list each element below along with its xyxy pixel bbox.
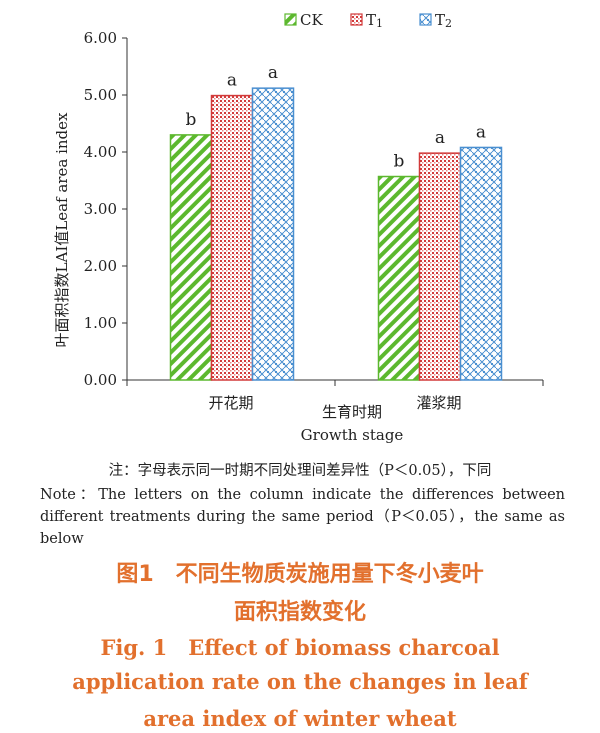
y-tick-label: 3.00 [84, 200, 117, 218]
caption-en-line3: area index of winter wheat [143, 706, 457, 731]
significance-letter: a [227, 71, 237, 91]
bar-ck-1 [377, 175, 421, 381]
y-tick-label: 4.00 [84, 143, 117, 161]
caption-cn-line2: 面积指数变化 [233, 600, 366, 625]
y-tick-label: 2.00 [84, 257, 117, 275]
caption-cn-line1: 图1 不同生物质炭施用量下冬小麦叶 [116, 562, 484, 587]
x-tick-label: 灌浆期 [416, 394, 461, 412]
y-axis-label: 叶面积指数LAI值Leaf area index [53, 112, 71, 347]
bar-t1-1 [418, 152, 462, 381]
caption-en-line1: Fig. 1 Effect of biomass charcoal [100, 635, 500, 660]
x-axis-label-en: Growth stage [301, 426, 404, 444]
legend-swatch-t2 [419, 13, 432, 26]
significance-letter: b [186, 110, 197, 130]
x-tick-label: 开花期 [208, 394, 253, 412]
bar-t2-1 [459, 146, 503, 381]
legend-label-t2: T2 [435, 11, 452, 30]
significance-letter: b [394, 152, 405, 172]
y-tick-label: 5.00 [84, 86, 117, 104]
legend-swatch-t1 [350, 13, 363, 26]
significance-letter: a [268, 63, 278, 83]
caption-en-line2: application rate on the changes in leaf [72, 669, 528, 694]
y-tick-label: 1.00 [84, 314, 117, 332]
legend-swatch-ck [284, 13, 297, 26]
significance-letters: b a a b a a [186, 63, 487, 171]
bar-t1-0 [210, 94, 254, 381]
legend-label-t1: T1 [366, 11, 383, 30]
y-tick-label: 6.00 [84, 29, 117, 47]
bar-ck-0 [169, 134, 213, 381]
legend: CK T1 T2 [284, 11, 452, 30]
x-axis-label-cn: 生育时期 [322, 403, 382, 421]
significance-letter: a [476, 122, 486, 142]
note-english: Note：The letters on the column indicate … [40, 487, 565, 547]
legend-label-ck: CK [300, 11, 323, 29]
significance-letter: a [435, 128, 445, 148]
y-tick-label: 0.00 [84, 371, 117, 389]
note-chinese: 注：字母表示同一时期不同处理间差异性（P＜0.05），下同 [108, 463, 492, 479]
axes: 0.00 1.00 2.00 3.00 4.00 5.00 6.00 开花期 灌浆期 [84, 29, 544, 412]
bar-t2-0 [251, 87, 295, 381]
bar-chart: 0.00 1.00 2.00 3.00 4.00 5.00 6.00 开花期 灌浆期 b a a b a… [53, 11, 544, 444]
bars-group [169, 87, 503, 381]
